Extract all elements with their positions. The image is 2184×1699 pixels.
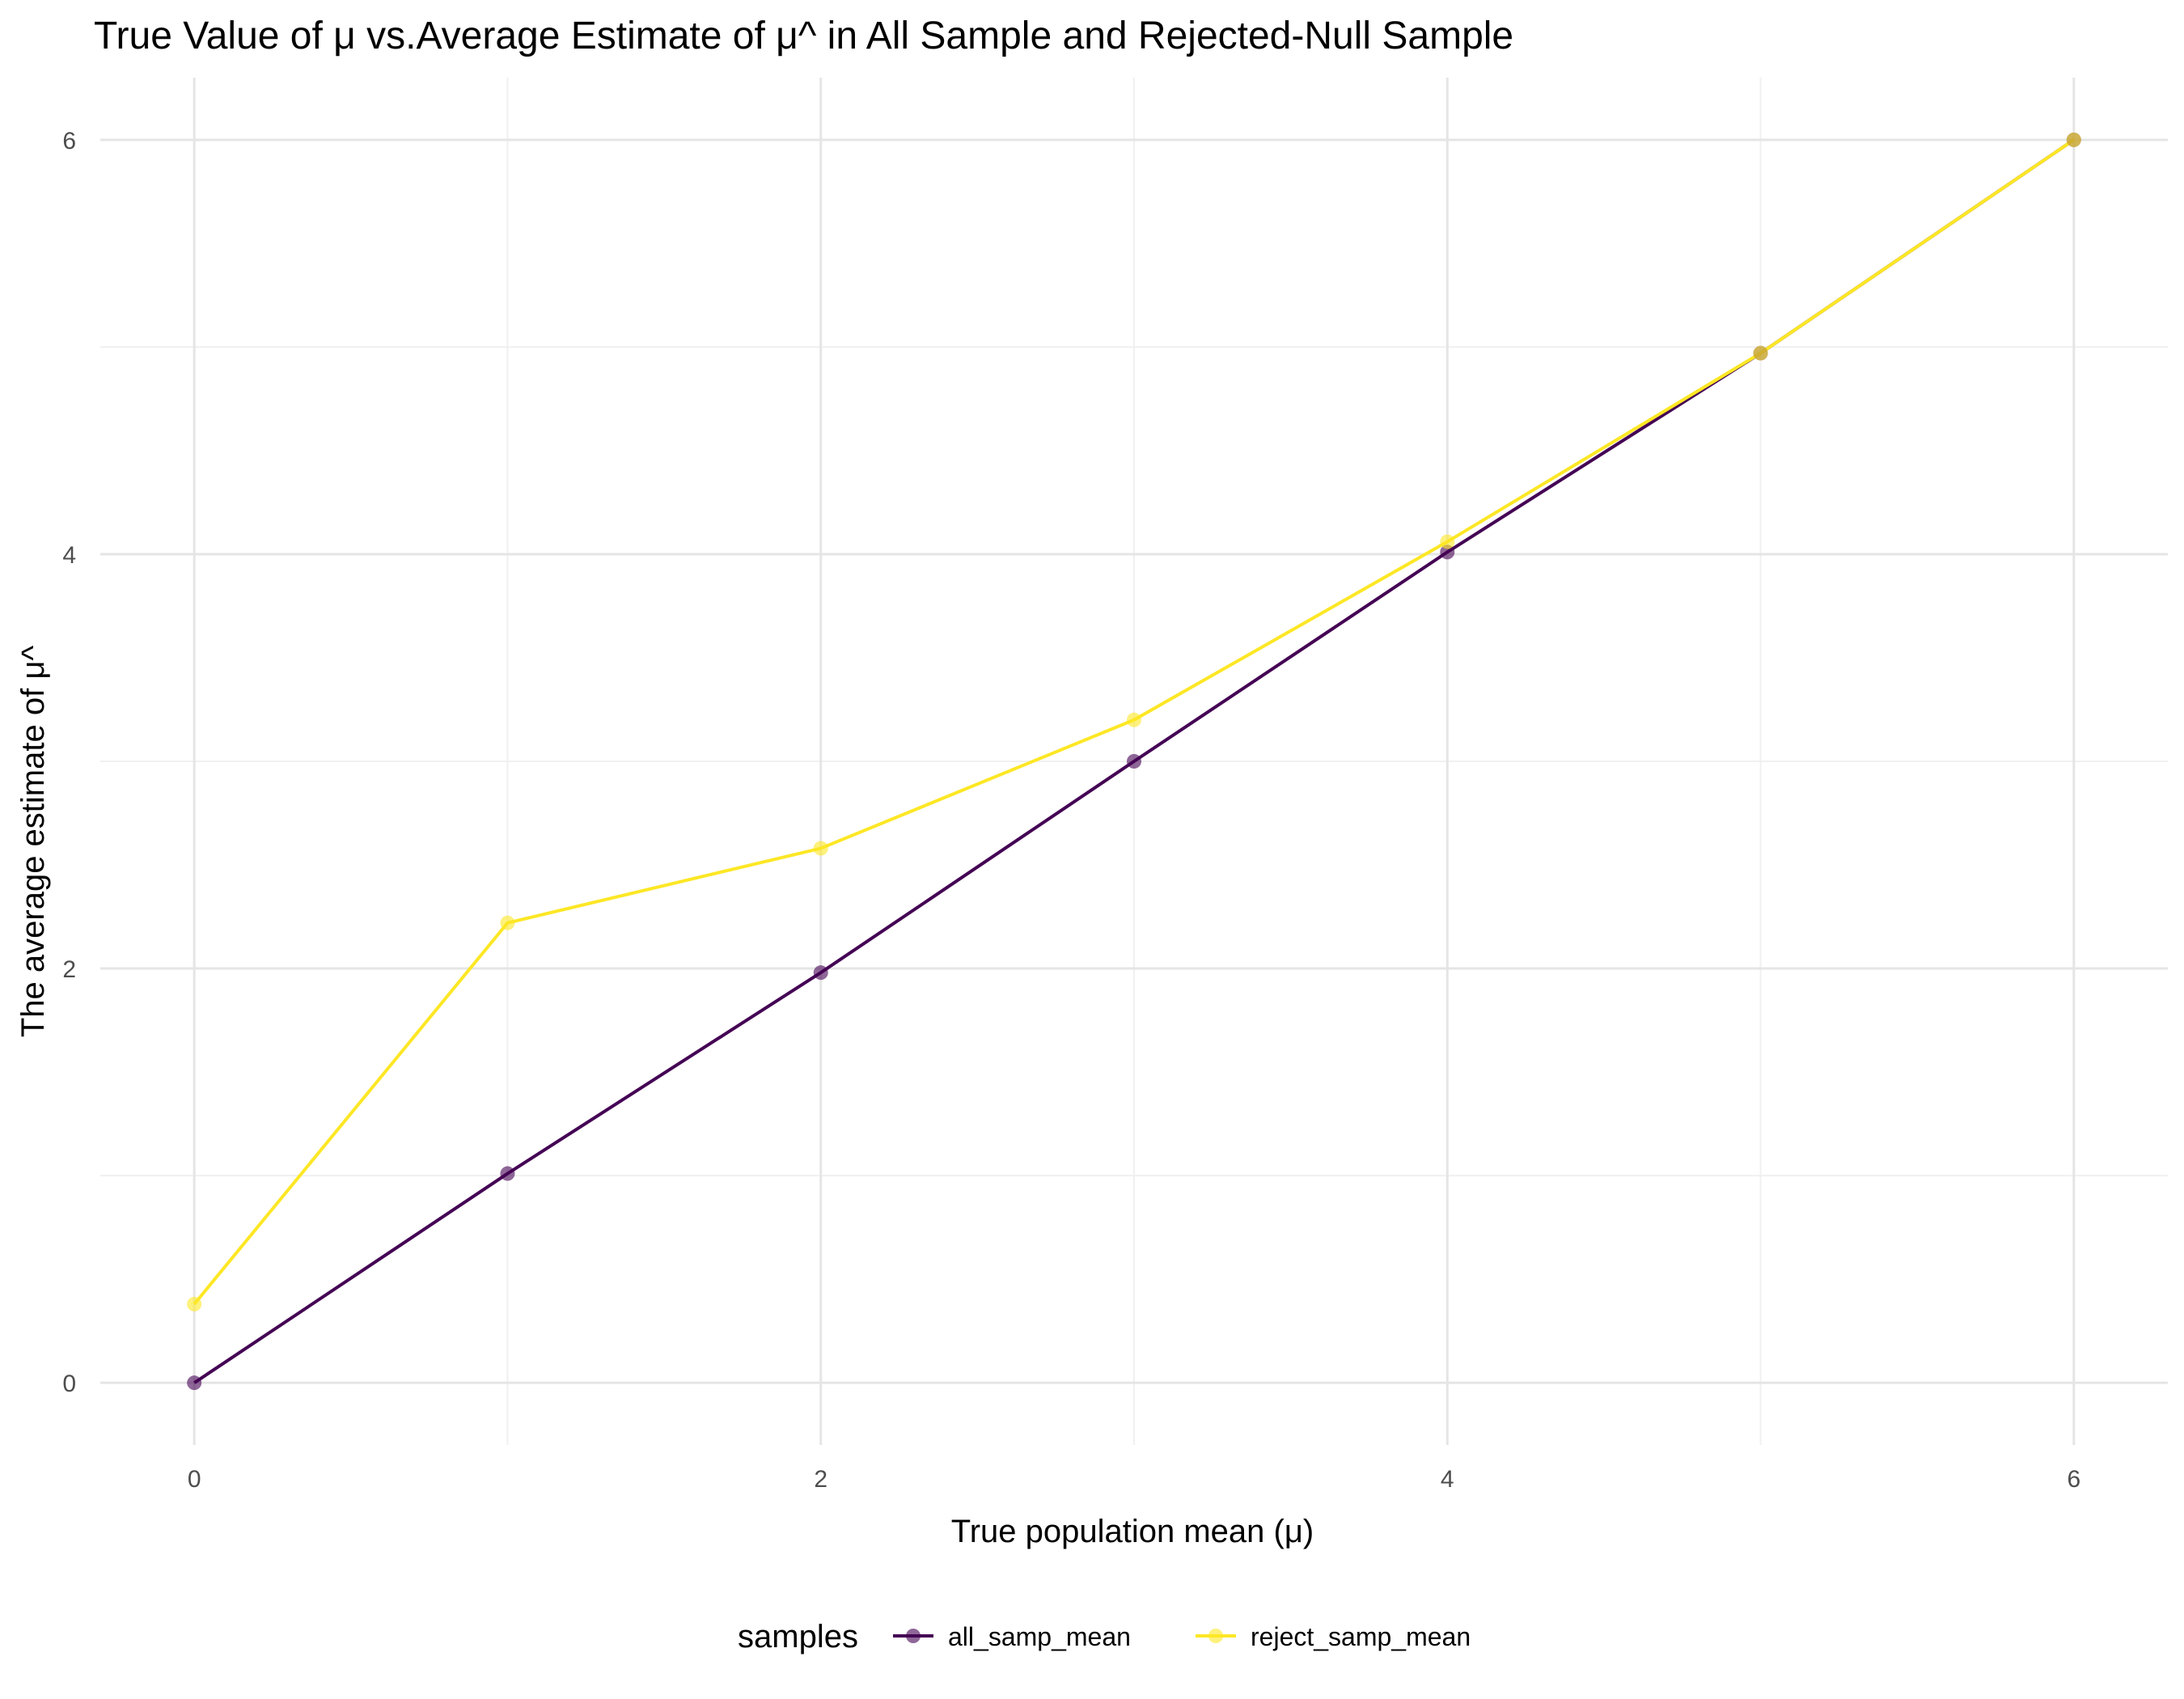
data-point-reject_samp_mean xyxy=(2066,132,2081,147)
legend-key-point xyxy=(906,1629,921,1643)
x-axis-ticks: 0 2 4 6 xyxy=(188,1466,2080,1493)
data-point-reject_samp_mean xyxy=(1440,534,1455,549)
chart-title: True Value of μ vs.Average Estimate of μ… xyxy=(94,15,1513,57)
data-point-reject_samp_mean xyxy=(813,841,828,856)
y-axis-ticks: 0 2 4 6 xyxy=(62,128,76,1397)
legend: samples all_samp_mean reject_samp_mean xyxy=(738,1619,1471,1655)
x-tick-label: 2 xyxy=(814,1466,827,1493)
legend-label: reject_samp_mean xyxy=(1251,1622,1471,1651)
data-point-all_samp_mean xyxy=(813,965,828,981)
legend-title: samples xyxy=(738,1619,858,1655)
data-point-all_samp_mean xyxy=(187,1375,202,1391)
data-point-all_samp_mean xyxy=(500,1166,515,1181)
y-tick-label: 6 xyxy=(62,128,76,155)
data-point-reject_samp_mean xyxy=(1127,712,1141,727)
series-points xyxy=(187,132,2081,1391)
data-point-reject_samp_mean xyxy=(500,915,515,930)
major-gridlines xyxy=(100,78,2168,1445)
legend-key-point xyxy=(1208,1629,1223,1643)
y-tick-label: 2 xyxy=(62,956,76,983)
data-point-all_samp_mean xyxy=(1440,544,1455,560)
data-point-reject_samp_mean xyxy=(1753,345,1768,361)
x-tick-label: 4 xyxy=(1441,1466,1454,1493)
data-point-reject_samp_mean xyxy=(187,1296,202,1311)
y-tick-label: 0 xyxy=(62,1371,76,1397)
x-axis-title: True population mean (μ) xyxy=(951,1514,1314,1549)
data-point-all_samp_mean xyxy=(1127,754,1141,769)
x-tick-label: 0 xyxy=(188,1466,201,1493)
y-axis-title: The average estimate of μ^ xyxy=(15,646,51,1038)
x-tick-label: 6 xyxy=(2067,1466,2080,1493)
legend-label: all_samp_mean xyxy=(948,1622,1131,1651)
y-tick-label: 4 xyxy=(62,542,76,569)
